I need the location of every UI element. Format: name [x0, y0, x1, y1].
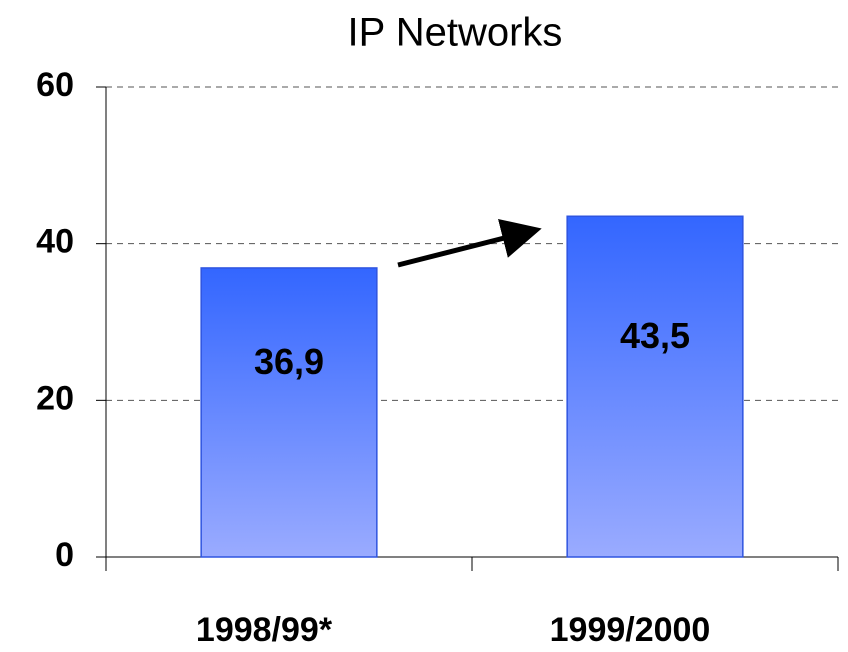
bar [566, 215, 744, 558]
value-label: 43,5 [620, 315, 690, 356]
chart-title: IP Networks [348, 11, 563, 55]
y-tick-label: 0 [55, 536, 74, 574]
y-tick-label: 40 [36, 223, 74, 261]
trend-arrow [397, 218, 542, 268]
value-label: 36,9 [254, 341, 324, 382]
y-tick-label: 20 [36, 379, 74, 417]
plot-area: 0 20 40 60 1998/99* 36,9 1999/2000 43,5 [36, 66, 839, 649]
x-tick-label: 1998/99* [196, 611, 333, 649]
bar [200, 267, 378, 558]
x-tick-label: 1999/2000 [550, 611, 711, 649]
y-tick-label: 60 [36, 66, 74, 104]
